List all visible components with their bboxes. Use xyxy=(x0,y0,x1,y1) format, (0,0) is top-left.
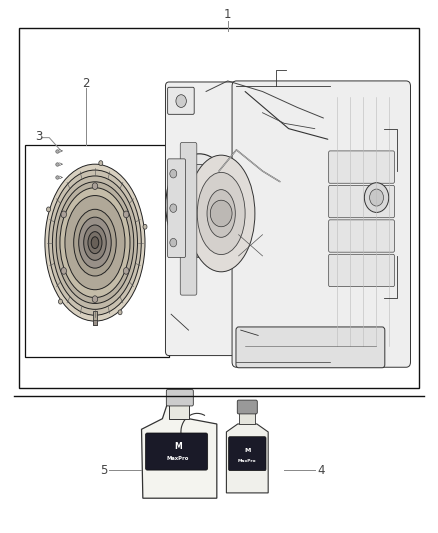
FancyBboxPatch shape xyxy=(168,159,185,257)
Circle shape xyxy=(92,183,98,190)
Circle shape xyxy=(46,207,50,212)
Ellipse shape xyxy=(84,225,106,260)
Polygon shape xyxy=(141,406,217,498)
FancyBboxPatch shape xyxy=(328,254,394,287)
Circle shape xyxy=(124,211,129,218)
Ellipse shape xyxy=(91,237,99,248)
Ellipse shape xyxy=(56,182,134,303)
Ellipse shape xyxy=(88,232,102,254)
Text: M: M xyxy=(244,448,251,453)
FancyBboxPatch shape xyxy=(145,433,208,470)
Text: 4: 4 xyxy=(318,464,325,477)
FancyBboxPatch shape xyxy=(232,81,410,367)
FancyBboxPatch shape xyxy=(229,437,266,471)
Ellipse shape xyxy=(53,176,138,309)
Text: 5: 5 xyxy=(100,464,107,477)
Text: M: M xyxy=(174,442,181,451)
Polygon shape xyxy=(226,424,268,493)
FancyBboxPatch shape xyxy=(166,82,251,356)
FancyBboxPatch shape xyxy=(328,220,394,252)
Circle shape xyxy=(191,196,207,215)
Bar xyxy=(93,311,97,325)
Ellipse shape xyxy=(65,196,125,290)
FancyBboxPatch shape xyxy=(168,87,194,114)
Circle shape xyxy=(58,299,63,304)
Circle shape xyxy=(176,95,186,108)
Text: 1: 1 xyxy=(224,8,231,21)
FancyBboxPatch shape xyxy=(166,390,193,406)
FancyBboxPatch shape xyxy=(237,400,257,414)
Bar xyxy=(19,28,419,389)
Ellipse shape xyxy=(207,190,235,237)
Ellipse shape xyxy=(45,164,145,321)
FancyBboxPatch shape xyxy=(328,185,394,217)
Circle shape xyxy=(364,183,389,213)
Ellipse shape xyxy=(173,165,226,247)
Text: MaxPro: MaxPro xyxy=(238,459,257,463)
Text: 3: 3 xyxy=(35,130,42,143)
Circle shape xyxy=(170,204,177,213)
Text: 2: 2 xyxy=(82,77,90,90)
Bar xyxy=(240,411,255,424)
Bar xyxy=(93,320,96,325)
Ellipse shape xyxy=(79,217,111,268)
Ellipse shape xyxy=(49,170,141,315)
Circle shape xyxy=(210,200,232,227)
Circle shape xyxy=(61,211,67,218)
Ellipse shape xyxy=(60,188,130,297)
Ellipse shape xyxy=(166,154,233,257)
Circle shape xyxy=(143,224,147,229)
Circle shape xyxy=(61,268,67,274)
Ellipse shape xyxy=(74,209,116,276)
Circle shape xyxy=(124,268,129,274)
Circle shape xyxy=(92,296,98,303)
Ellipse shape xyxy=(181,176,218,235)
FancyBboxPatch shape xyxy=(180,142,197,295)
Bar xyxy=(25,144,169,357)
Ellipse shape xyxy=(197,172,245,255)
Circle shape xyxy=(118,310,122,315)
FancyBboxPatch shape xyxy=(236,327,385,368)
Circle shape xyxy=(170,238,177,247)
Circle shape xyxy=(99,160,103,166)
Circle shape xyxy=(170,169,177,178)
Ellipse shape xyxy=(187,155,255,272)
Ellipse shape xyxy=(188,188,210,223)
Bar xyxy=(169,403,188,419)
Circle shape xyxy=(370,189,384,206)
FancyBboxPatch shape xyxy=(328,151,394,183)
Text: MaxPro: MaxPro xyxy=(166,456,189,461)
